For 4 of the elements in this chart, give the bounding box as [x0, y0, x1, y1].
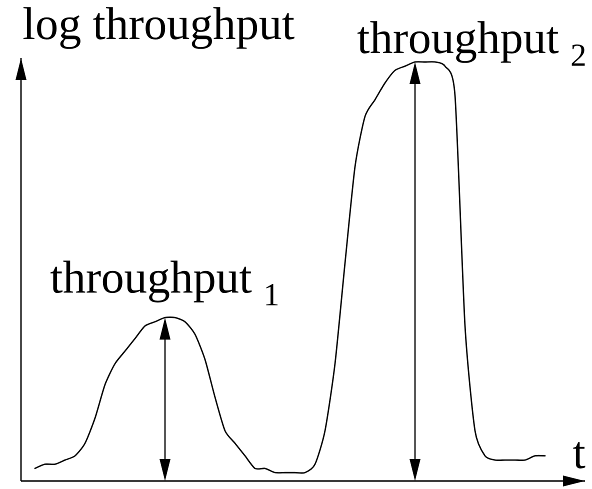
annotation: throughput $_{2}$ — [357, 21, 585, 66]
x-axis-title: t — [573, 442, 586, 468]
y-axis-title: log throughput — [23, 7, 294, 49]
annotation: throughput $_{1}$ — [50, 260, 278, 306]
